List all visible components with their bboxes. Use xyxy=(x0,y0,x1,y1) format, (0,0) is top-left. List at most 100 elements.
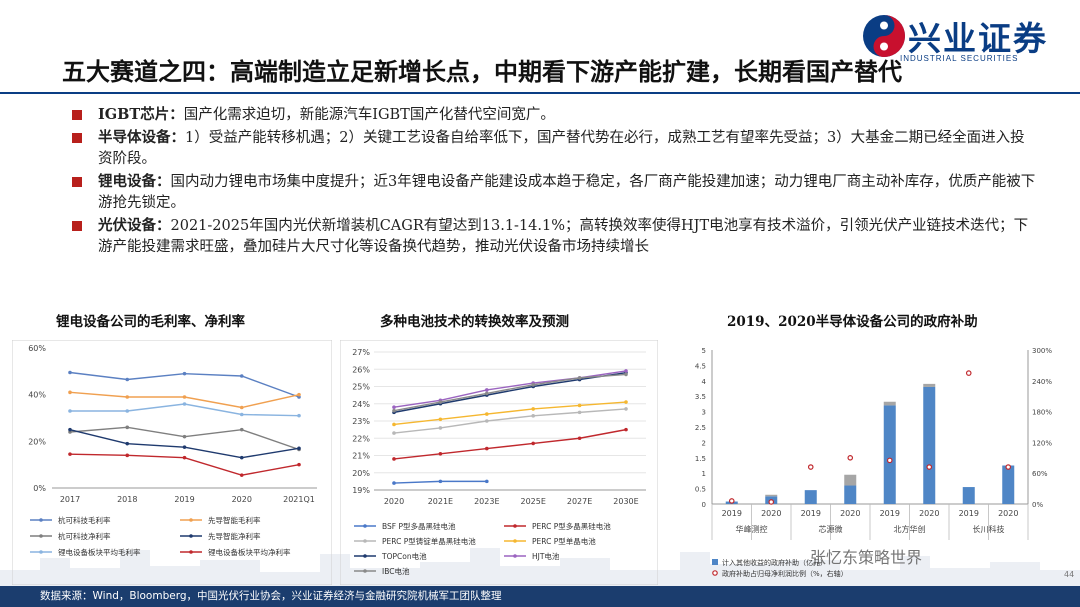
data-point xyxy=(68,390,72,395)
bar-cap xyxy=(923,383,936,387)
chart2-title: 多种电池技术的转换效率及预测 xyxy=(380,314,569,330)
legend-label: BSF P型多晶黑硅电池 xyxy=(382,521,456,531)
legend-marker xyxy=(363,539,367,543)
bullet-semiconductor: 半导体设备：1）受益产能转移机遇；2）关键工艺设备自给率低下，国产替代势在必行，… xyxy=(68,127,1036,171)
group-label: 长川科技 xyxy=(973,524,1005,534)
ratio-point xyxy=(768,499,775,505)
data-point xyxy=(297,413,301,418)
footer-source: 数据来源：Wind，Bloomberg，中国光伏行业协会，兴业证券经济与金融研究… xyxy=(40,590,502,602)
x-tick-label: 2027E xyxy=(567,497,592,506)
x-tick-label: 2017 xyxy=(60,495,80,504)
data-point xyxy=(624,372,628,377)
y-tick-label: 22% xyxy=(352,434,370,443)
y-tick-label: 2.5 xyxy=(695,424,706,432)
data-point xyxy=(485,388,489,392)
legend-label: 杭可科技毛利率 xyxy=(58,515,111,525)
data-point xyxy=(392,481,396,485)
y-tick-label: 20% xyxy=(28,437,46,446)
watermark-text: 张忆东策略世界 xyxy=(810,548,923,567)
data-point xyxy=(624,407,628,411)
company-logo: 兴业证券 INDUSTRIAL SECURITIES xyxy=(862,10,1072,66)
y2-tick-label: 300% xyxy=(1032,347,1052,355)
legend-label: 政府补助占归母净利润比例（%，右轴） xyxy=(722,569,848,578)
y-tick-label: 19% xyxy=(352,486,370,495)
page-number: 44 xyxy=(1064,570,1075,579)
legend-marker xyxy=(189,550,193,554)
bullet-text: 国产化需求迫切，新能源汽车IGBT国产化替代空间宽广。 xyxy=(183,107,555,123)
x-tick-label: 2020 xyxy=(384,497,404,506)
data-point xyxy=(182,455,187,460)
data-point xyxy=(438,426,443,430)
x-tick-label: 2018 xyxy=(117,495,137,504)
bullet-text: 1）受益产能转移机遇；2）关键工艺设备自给率低下，国产替代势在必行，成熟工艺有望… xyxy=(98,129,1025,168)
y-tick-label: 0 xyxy=(702,501,706,509)
series-line xyxy=(69,371,300,398)
y-tick-label: 4 xyxy=(702,378,707,386)
y-tick-label: 25% xyxy=(352,383,370,392)
logo-name: 兴业证券 xyxy=(908,19,1048,58)
y-tick-label: 27% xyxy=(352,348,370,357)
data-point xyxy=(182,402,187,406)
bullet-list: IGBT芯片：国产化需求迫切，新能源汽车IGBT国产化替代空间宽广。 半导体设备… xyxy=(68,104,1036,259)
y-tick-label: 26% xyxy=(352,365,370,374)
legend-marker xyxy=(363,524,367,528)
legend-marker xyxy=(363,554,367,558)
legend-marker xyxy=(712,570,718,576)
y-tick-label: 5 xyxy=(702,347,706,355)
data-point xyxy=(125,409,130,413)
ratio-point xyxy=(1005,464,1012,470)
data-point xyxy=(577,436,582,441)
data-point xyxy=(392,422,396,427)
ratio-point xyxy=(886,457,893,464)
legend-label: HJT电池 xyxy=(532,551,560,561)
data-point xyxy=(485,412,489,416)
legend-label: 杭可科技净利率 xyxy=(58,531,111,541)
y-tick-label: 1 xyxy=(702,470,706,478)
data-point xyxy=(239,374,244,378)
x-tick-label: 2025E xyxy=(520,497,545,506)
legend-marker xyxy=(513,539,517,543)
data-point xyxy=(531,414,535,418)
data-point xyxy=(531,407,535,411)
x-tick-label: 2019 xyxy=(959,509,979,518)
legend-label: IBC电池 xyxy=(382,566,410,576)
bar xyxy=(804,490,817,504)
bar-cap xyxy=(883,401,896,406)
footer-bar xyxy=(0,586,1080,607)
bullet-lithium: 锂电设备：国内动力锂电市场集中度提升；近3年锂电设备产能建设成本趋于稳定，各厂商… xyxy=(68,171,1036,215)
data-point xyxy=(68,427,72,432)
ratio-point xyxy=(965,370,972,376)
data-point xyxy=(438,479,443,484)
x-tick-label: 2020 xyxy=(919,509,939,518)
legend-marker xyxy=(189,534,193,538)
chart-frame xyxy=(340,340,658,585)
legend-marker xyxy=(39,550,43,554)
x-tick-label: 2019 xyxy=(801,509,821,518)
data-point xyxy=(624,427,628,432)
bar xyxy=(844,485,857,504)
y-tick-label: 40% xyxy=(28,391,46,400)
ratio-point xyxy=(847,455,854,461)
data-point xyxy=(182,445,187,449)
bullet-heading: 锂电设备： xyxy=(98,172,171,190)
y-tick-label: 3 xyxy=(702,409,706,417)
chart2-line-chart: 19% 20% 21% 22% 23% 24% 25% 26% 27% 2020 2021E 2023… xyxy=(340,340,658,585)
group-label: 北方华创 xyxy=(894,524,926,534)
ratio-point xyxy=(807,464,814,470)
series-line xyxy=(393,428,627,460)
y2-tick-label: 240% xyxy=(1032,378,1052,386)
legend-label: 计入其他收益的政府补助（亿元） xyxy=(722,558,827,567)
y-tick-label: 2 xyxy=(702,439,706,447)
legend-marker xyxy=(189,518,193,522)
data-point xyxy=(239,473,244,477)
x-tick-label: 2030E xyxy=(613,497,638,506)
legend-marker xyxy=(513,524,517,528)
data-point xyxy=(485,419,489,423)
data-point xyxy=(485,391,489,396)
bullet-pv: 光伏设备：2021-2025年国内光伏新增装机CAGR有望达到13.1-14.1… xyxy=(68,215,1036,259)
y-tick-label: 3.5 xyxy=(695,393,706,401)
ratio-point xyxy=(728,498,735,504)
data-point xyxy=(125,453,130,458)
data-point xyxy=(485,446,489,451)
bar-cap xyxy=(765,494,778,497)
